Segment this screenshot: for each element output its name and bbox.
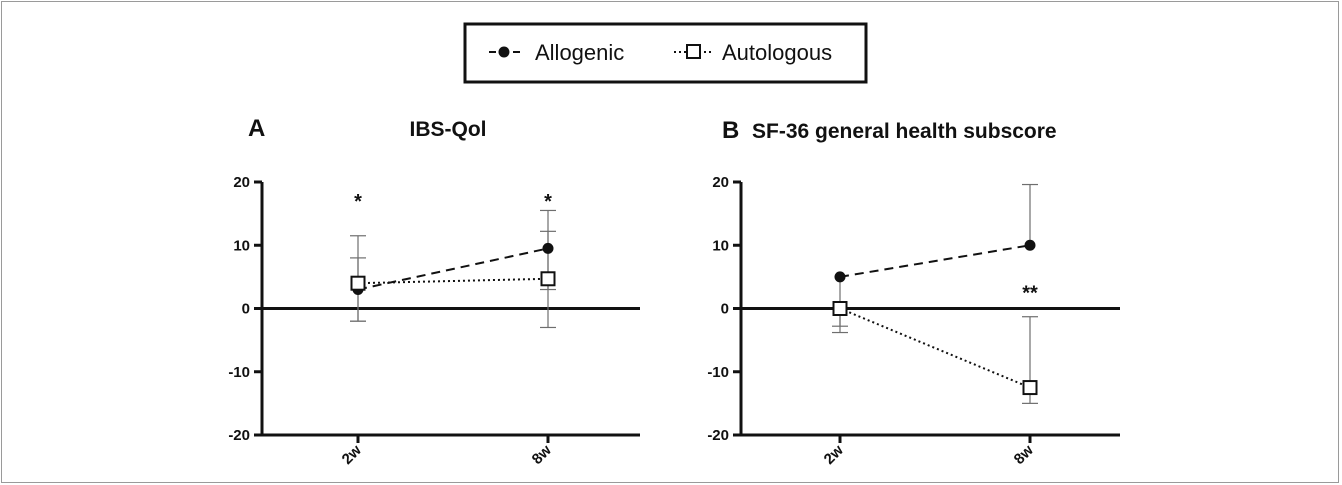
panel-a-title: IBS-Qol (410, 118, 487, 141)
panel-b-y-tick-label: 0 (721, 301, 729, 318)
panel-a-x-tick-label: 8w (529, 442, 555, 468)
panel-a-allogenic-point (542, 242, 554, 254)
legend-item-autologous: Autologous (674, 40, 832, 65)
panel-b-allogenic-line (839, 244, 1031, 278)
panel-a-y-tick-label: 10 (233, 237, 250, 254)
panel-b-y-tick-label: -20 (707, 427, 729, 444)
panel-b-autologous-line (839, 307, 1031, 389)
panel-a-y-tick-label: -20 (228, 427, 250, 444)
legend-item-allogenic: Allogenic (489, 40, 624, 65)
panel-b-y-tick-label: -10 (707, 364, 729, 381)
panel-b-x-tick-label: 8w (1011, 442, 1037, 468)
panel-b-autologous-point (832, 301, 848, 316)
panel-b-autologous-point (1022, 380, 1038, 396)
panel-b-title: SF-36 general health subscore (752, 120, 1057, 143)
panel-a-autologous-point (540, 271, 556, 287)
panel-b-allogenic-point (834, 271, 846, 283)
legend: Allogenic Autologous (463, 22, 868, 84)
panel-a-y-tick-label: 0 (242, 301, 250, 318)
panel-a: A IBS-Qol 20 10 0 -10 -20 2w 8w * * (228, 115, 640, 468)
panel-a-allogenic-line (357, 247, 549, 291)
legend-box (463, 22, 868, 84)
panel-a-x-tick-label: 2w (339, 442, 365, 468)
panel-b-y-tick-label: 20 (712, 174, 729, 191)
panel-b-y-tick-label: 10 (712, 237, 729, 254)
panel-a-y-tick-label: -10 (228, 364, 250, 381)
legend-autologous-label: Autologous (722, 40, 832, 65)
legend-allogenic-marker (498, 46, 510, 58)
legend-allogenic-label: Allogenic (535, 40, 624, 65)
panel-a-autologous-point (350, 275, 366, 291)
panel-a-autologous-line (357, 277, 549, 285)
panel-b-significance-marker: ** (1022, 283, 1038, 305)
legend-autologous-marker (686, 44, 701, 59)
panel-a-significance-marker: * (544, 191, 552, 213)
panel-b-x-tick-label: 2w (821, 442, 847, 468)
panel-b: B SF-36 general health subscore 20 10 0 -10… (707, 117, 1120, 468)
panel-a-letter: A (248, 115, 265, 142)
panel-b-allogenic-point (1024, 239, 1036, 251)
panel-a-significance-marker: * (354, 191, 362, 213)
panel-b-letter: B (722, 117, 739, 144)
panel-a-y-tick-label: 20 (233, 174, 250, 191)
